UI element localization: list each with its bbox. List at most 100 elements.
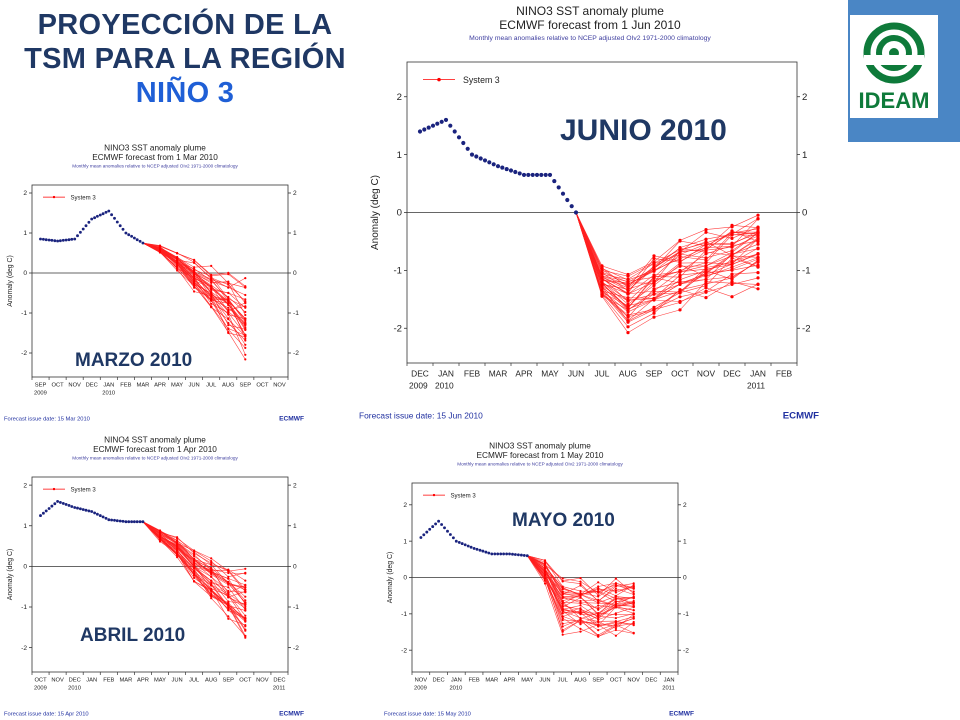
forecast-point	[652, 298, 656, 302]
x-tick-label: MAY	[541, 369, 559, 379]
y-tick-label: 0	[397, 208, 402, 219]
x-tick-label: DEC	[273, 677, 285, 683]
chart-note: Monthly mean anomalies relative to NCEP …	[457, 462, 623, 467]
forecast-point	[227, 295, 230, 299]
x-tick-label: DEC	[723, 369, 741, 379]
forecast-point	[543, 574, 547, 577]
year-label: 2009	[34, 391, 47, 397]
y-tick-label-right: 0	[802, 208, 807, 219]
forecast-point	[561, 630, 564, 633]
observed-point	[543, 172, 548, 177]
observed-point	[457, 540, 461, 544]
forecast-point	[244, 339, 247, 342]
forecast-point	[227, 580, 230, 583]
forecast-point	[244, 607, 247, 610]
forecast-point	[210, 569, 213, 572]
forecast-point	[678, 238, 682, 242]
legend-marker	[437, 77, 441, 82]
forecast-point	[614, 600, 617, 603]
legend-label: System 3	[71, 488, 97, 494]
y-tick-label-right: 1	[683, 538, 687, 545]
observed-point	[67, 503, 71, 507]
y-tick-label: -1	[21, 604, 27, 611]
forecast-point	[227, 575, 230, 578]
forecast-point	[244, 319, 247, 322]
y-tick-label-right: -2	[293, 645, 299, 652]
forecast-point	[176, 553, 179, 556]
footer-issue-date: Forecast issue date: 15 Mar 2010	[4, 417, 90, 423]
forecast-point	[730, 280, 734, 284]
forecast-point	[678, 291, 682, 295]
forecast-point	[227, 608, 230, 611]
forecast-point	[704, 230, 708, 234]
forecast-point	[626, 272, 630, 277]
forecast-point	[176, 543, 179, 546]
chart-panel-abril: NINO4 SST anomaly plume ECMWF forecast fr…	[0, 432, 310, 720]
forecast-point	[227, 273, 230, 276]
forecast-point	[614, 628, 617, 632]
x-tick-label: NOV	[68, 382, 81, 388]
forecast-member-line	[575, 212, 759, 284]
x-tick-label: DEC	[645, 677, 657, 683]
forecast-point	[210, 284, 213, 287]
forecast-point	[704, 242, 708, 246]
x-tick-label: OCT	[671, 369, 689, 379]
forecast-point	[561, 612, 564, 615]
y-tick-label: 1	[23, 230, 27, 237]
forecast-point	[678, 270, 682, 274]
observed-point	[50, 238, 54, 242]
year-label: 2010	[449, 686, 462, 692]
forecast-point	[704, 261, 708, 265]
x-tick-label: DEC	[433, 677, 445, 683]
y-tick-label: 1	[23, 523, 27, 530]
forecast-point	[244, 583, 247, 586]
year-label: 2010	[68, 686, 81, 692]
x-tick-label: AUG	[619, 369, 637, 379]
x-tick-label: APR	[137, 677, 149, 683]
forecast-point	[579, 630, 582, 633]
observed-point	[121, 227, 125, 231]
forecast-point	[579, 623, 582, 626]
y-tick-label-right: 0	[683, 575, 687, 582]
forecast-point	[756, 265, 760, 269]
forecast-point	[730, 256, 734, 260]
forecast-point	[210, 305, 213, 308]
forecast-point	[614, 613, 617, 616]
footer-issue-date: Forecast issue date: 15 Jun 2010	[359, 411, 483, 421]
forecast-point	[176, 259, 179, 262]
observed-point	[513, 553, 517, 556]
forecast-point	[730, 295, 734, 299]
forecast-point	[614, 620, 617, 623]
observed-point	[552, 179, 557, 184]
forecast-point	[561, 615, 564, 618]
observed-point	[135, 238, 139, 242]
observed-point	[448, 533, 452, 536]
forecast-point	[561, 600, 564, 603]
x-tick-label: OCT	[610, 677, 623, 683]
forecast-point	[543, 567, 547, 570]
forecast-point	[158, 529, 162, 533]
y-tick-label: -2	[21, 350, 27, 357]
forecast-point	[193, 286, 196, 289]
forecast-point	[561, 622, 564, 625]
observed-point	[472, 546, 476, 550]
x-tick-label: AUG	[205, 677, 218, 683]
forecast-point	[176, 256, 179, 259]
forecast-point	[730, 236, 734, 240]
forecast-point	[227, 582, 230, 585]
observed-point	[113, 216, 116, 220]
forecast-point	[561, 585, 564, 588]
observed-point	[70, 237, 74, 241]
y-axis-label: Anomaly (deg C)	[7, 255, 14, 306]
forecast-point	[626, 310, 630, 314]
forecast-point	[210, 287, 213, 290]
observed-point	[446, 529, 449, 533]
observed-point	[84, 224, 88, 228]
forecast-point	[227, 604, 230, 607]
forecast-point	[244, 625, 247, 628]
forecast-point	[614, 627, 617, 630]
observed-point	[481, 549, 485, 553]
footer-issue-date: Forecast issue date: 15 Apr 2010	[4, 712, 89, 718]
forecast-point	[756, 240, 760, 244]
